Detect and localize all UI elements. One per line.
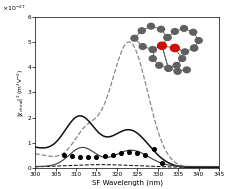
X-axis label: SF Wavelength (nm): SF Wavelength (nm) <box>91 179 162 186</box>
Point <box>70 154 74 157</box>
Text: $\times 10^{-27}$: $\times 10^{-27}$ <box>2 3 26 13</box>
Point <box>62 154 65 157</box>
Point <box>127 151 130 154</box>
Point <box>151 147 155 150</box>
Point <box>94 156 98 159</box>
Point <box>102 155 106 158</box>
Point <box>111 153 114 156</box>
Point <box>135 152 138 155</box>
Point <box>78 155 82 158</box>
Point <box>159 162 163 165</box>
Point <box>119 152 122 155</box>
Point <box>143 153 147 156</box>
Point <box>86 156 90 159</box>
Y-axis label: $|\chi_{chiral}|^2$ (m$^2$V$^{-2}$): $|\chi_{chiral}|^2$ (m$^2$V$^{-2}$) <box>16 68 26 117</box>
